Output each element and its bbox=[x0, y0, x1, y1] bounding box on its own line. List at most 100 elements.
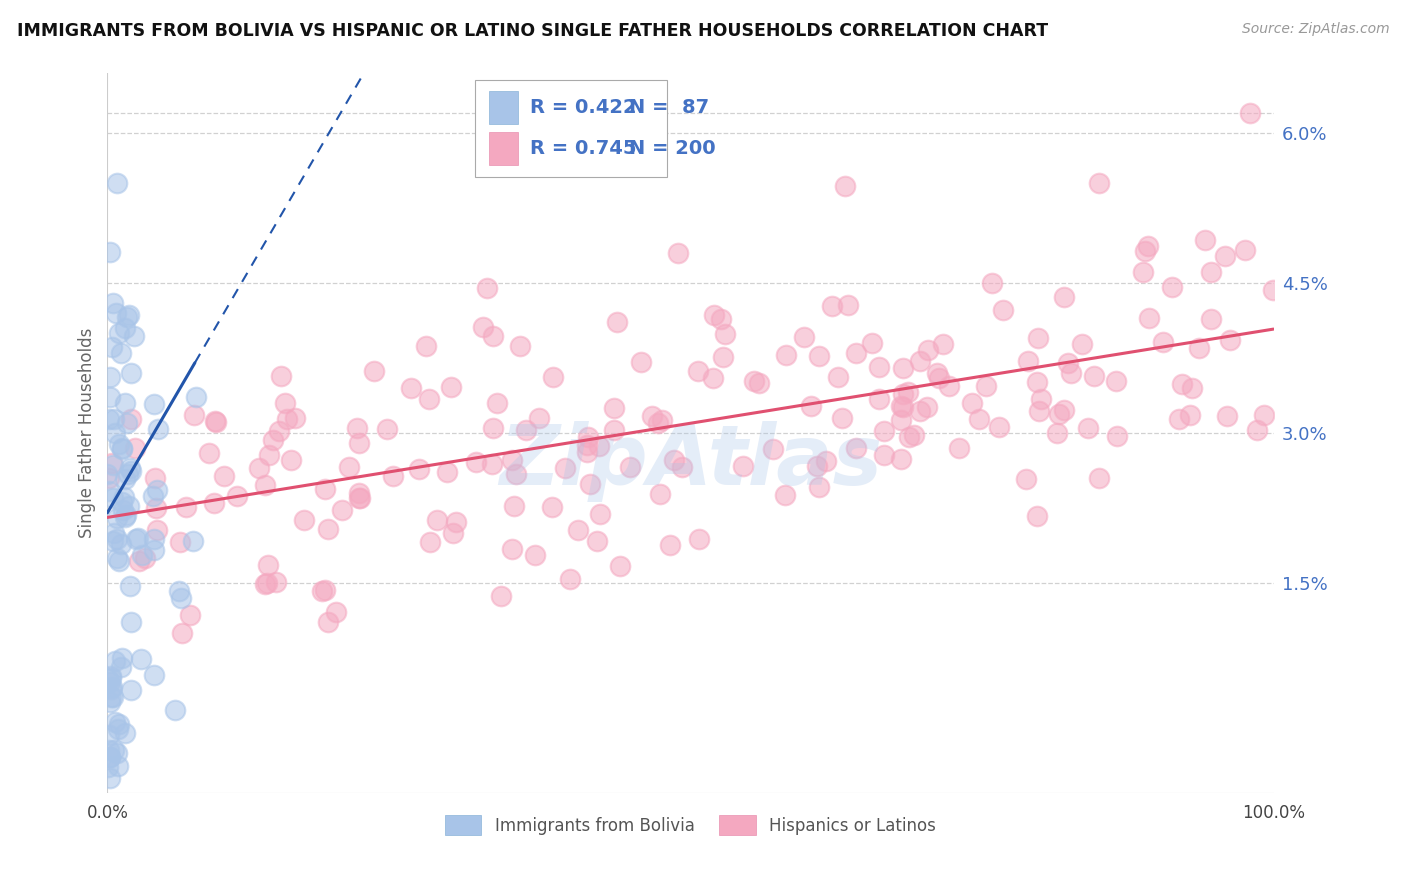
Point bbox=[98, 369, 121, 384]
Point bbox=[503, 499, 526, 513]
Point bbox=[108, 717, 131, 731]
Point bbox=[831, 411, 853, 425]
Point bbox=[330, 503, 353, 517]
Point bbox=[292, 513, 315, 527]
Point bbox=[114, 320, 136, 334]
Point bbox=[762, 442, 785, 456]
Point bbox=[198, 446, 221, 460]
Point bbox=[845, 441, 868, 455]
Point bbox=[202, 496, 225, 510]
Point bbox=[134, 550, 156, 565]
Point bbox=[873, 448, 896, 462]
Point bbox=[686, 364, 709, 378]
Point bbox=[111, 442, 134, 456]
Point bbox=[481, 457, 503, 471]
Point bbox=[1028, 404, 1050, 418]
Point bbox=[169, 535, 191, 549]
Point bbox=[554, 460, 576, 475]
Point bbox=[280, 453, 302, 467]
Point bbox=[873, 424, 896, 438]
Point bbox=[938, 378, 960, 392]
Point bbox=[647, 416, 669, 430]
Point bbox=[891, 361, 914, 376]
Point bbox=[143, 532, 166, 546]
Point bbox=[651, 413, 673, 427]
Point bbox=[110, 537, 132, 551]
Point bbox=[107, 759, 129, 773]
Point bbox=[1201, 265, 1223, 279]
Point bbox=[111, 494, 134, 508]
Point bbox=[662, 453, 685, 467]
Point bbox=[105, 511, 128, 525]
Text: N = 200: N = 200 bbox=[628, 139, 716, 158]
Point bbox=[120, 683, 142, 698]
Point bbox=[225, 489, 247, 503]
Point bbox=[576, 430, 599, 444]
Point bbox=[257, 558, 280, 573]
Point bbox=[97, 760, 120, 774]
Point bbox=[541, 370, 564, 384]
Point bbox=[179, 607, 201, 622]
Point bbox=[120, 412, 142, 426]
Text: IMMIGRANTS FROM BOLIVIA VS HISPANIC OR LATINO SINGLE FATHER HOUSEHOLDS CORRELATI: IMMIGRANTS FROM BOLIVIA VS HISPANIC OR L… bbox=[17, 22, 1047, 40]
Point bbox=[806, 459, 828, 474]
Point bbox=[505, 467, 527, 481]
Point bbox=[247, 461, 270, 475]
Point bbox=[1046, 426, 1069, 441]
Point bbox=[910, 404, 932, 418]
Point bbox=[100, 671, 122, 685]
Point bbox=[703, 308, 725, 322]
Point bbox=[205, 415, 228, 429]
Point bbox=[105, 746, 128, 760]
Point bbox=[167, 584, 190, 599]
Point bbox=[688, 532, 710, 546]
Point bbox=[276, 412, 298, 426]
Point bbox=[104, 426, 127, 441]
Point bbox=[1152, 334, 1174, 349]
Point bbox=[98, 484, 121, 499]
Point bbox=[262, 433, 284, 447]
Point bbox=[146, 483, 169, 497]
FancyBboxPatch shape bbox=[489, 132, 517, 165]
Point bbox=[105, 306, 128, 320]
Point bbox=[127, 531, 149, 545]
Point bbox=[1077, 421, 1099, 435]
Point bbox=[733, 459, 755, 474]
Point bbox=[588, 439, 610, 453]
Point bbox=[821, 299, 844, 313]
Point bbox=[349, 491, 371, 506]
Point bbox=[898, 430, 921, 444]
Point bbox=[110, 346, 132, 360]
Point bbox=[103, 412, 125, 426]
Y-axis label: Single Father Households: Single Father Households bbox=[79, 327, 96, 538]
Point bbox=[415, 339, 437, 353]
Point bbox=[103, 533, 125, 548]
Point bbox=[967, 412, 990, 426]
Point bbox=[814, 454, 837, 468]
Point bbox=[603, 401, 626, 416]
Point bbox=[117, 499, 139, 513]
Point bbox=[1219, 333, 1241, 347]
Point bbox=[742, 374, 765, 388]
Point bbox=[606, 315, 628, 329]
Point bbox=[108, 437, 131, 451]
Point bbox=[489, 589, 512, 603]
Point bbox=[111, 441, 134, 455]
Point bbox=[1015, 472, 1038, 486]
Point bbox=[101, 690, 124, 704]
Point bbox=[128, 554, 150, 568]
Point bbox=[585, 533, 607, 548]
Point bbox=[523, 548, 546, 562]
Point bbox=[97, 471, 120, 485]
Point bbox=[124, 442, 146, 456]
Point bbox=[363, 364, 385, 378]
Point bbox=[98, 749, 121, 764]
Point bbox=[837, 298, 859, 312]
Point bbox=[97, 743, 120, 757]
Point bbox=[314, 482, 336, 496]
Point bbox=[948, 442, 970, 456]
Point bbox=[1233, 244, 1256, 258]
Point bbox=[501, 453, 523, 467]
Point bbox=[212, 469, 235, 483]
Point bbox=[827, 370, 849, 384]
